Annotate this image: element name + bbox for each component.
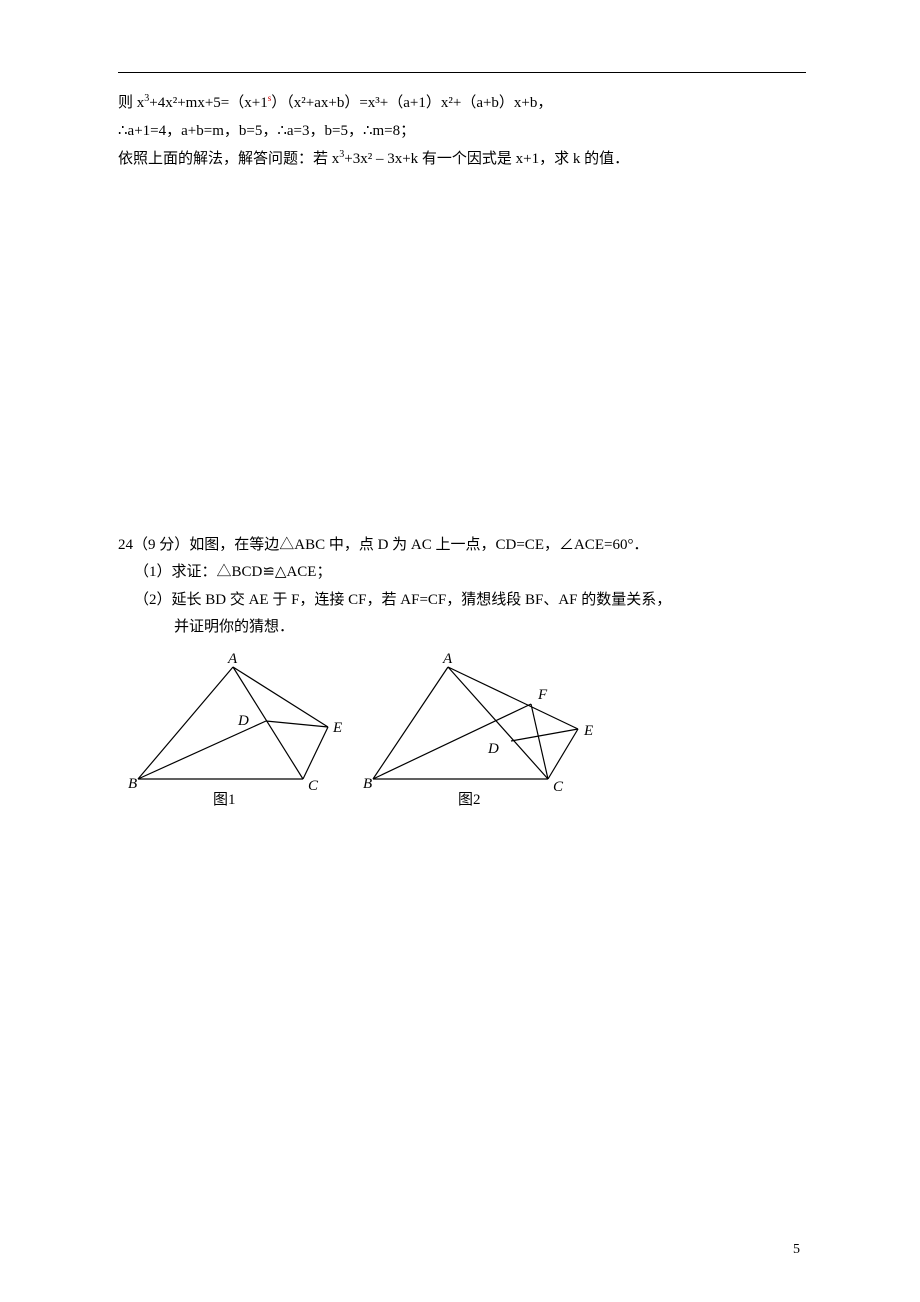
example-line3: 依照上面的解法，解答问题：若 x3+3x² – 3x+k 有一个因式是 x+1，… (118, 146, 800, 173)
example-line2: ∴a+1=4，a+b=m，b=5，∴a=3，b=5，∴m=8； (118, 119, 800, 145)
p24-part2-l2: 并证明你的猜想． (118, 615, 800, 641)
geometry-figures: A B C D E 图1 A B C D E F 图2 (128, 649, 598, 814)
svg-text:C: C (308, 778, 319, 794)
svg-text:C: C (553, 779, 564, 795)
page-num-text: 5 (793, 1242, 800, 1257)
text: +4x²+mx+5=（x+1 (149, 95, 267, 111)
svg-text:F: F (537, 687, 548, 703)
p24-part1: （1）求证：△BCD≌△ACE； (118, 560, 800, 586)
problem-24: 24（9 分）如图，在等边△ABC 中，点 D 为 AC 上一点，CD=CE，∠… (118, 533, 800, 824)
svg-text:B: B (128, 776, 137, 792)
text: ∴a+1=4，a+b=m，b=5，∴a=3，b=5，∴m=8； (118, 123, 415, 139)
text: 依照上面的解法，解答问题：若 x (118, 151, 339, 167)
header-rule (118, 72, 806, 73)
example-line1: 则 x3+4x²+mx+5=（x+1s）（x²+ax+b）=x³+（a+1）x²… (118, 90, 800, 117)
p24-part2-l1: （2）延长 BD 交 AE 于 F，连接 CF，若 AF=CF，猜想线段 BF、… (118, 588, 800, 614)
svg-text:D: D (237, 713, 249, 729)
svg-text:B: B (363, 776, 372, 792)
svg-text:D: D (487, 741, 499, 757)
text: （1）求证：△BCD≌△ACE； (134, 564, 331, 580)
svg-text:A: A (227, 651, 238, 667)
p24-header: 24（9 分）如图，在等边△ABC 中，点 D 为 AC 上一点，CD=CE，∠… (118, 533, 800, 559)
text: ）（x²+ax+b）=x³+（a+1）x²+（a+b）x+b， (271, 95, 552, 111)
page-number: 5 (793, 1238, 800, 1262)
text: （2）延长 BD 交 AE 于 F，连接 CF，若 AF=CF，猜想线段 BF、… (134, 592, 671, 608)
svg-text:图2: 图2 (458, 791, 481, 808)
svg-text:E: E (332, 720, 342, 736)
figures-row: A B C D E 图1 A B C D E F 图2 (128, 649, 800, 824)
svg-text:图1: 图1 (213, 791, 236, 808)
page-content: 则 x3+4x²+mx+5=（x+1s）（x²+ax+b）=x³+（a+1）x²… (0, 0, 920, 823)
svg-text:E: E (583, 723, 593, 739)
text: 则 x (118, 95, 144, 111)
svg-text:A: A (442, 651, 453, 667)
text: 24（9 分）如图，在等边△ABC 中，点 D 为 AC 上一点，CD=CE，∠… (118, 537, 648, 553)
text: +3x² – 3x+k 有一个因式是 x+1，求 k 的值． (344, 151, 629, 167)
text: 并证明你的猜想． (174, 619, 294, 635)
